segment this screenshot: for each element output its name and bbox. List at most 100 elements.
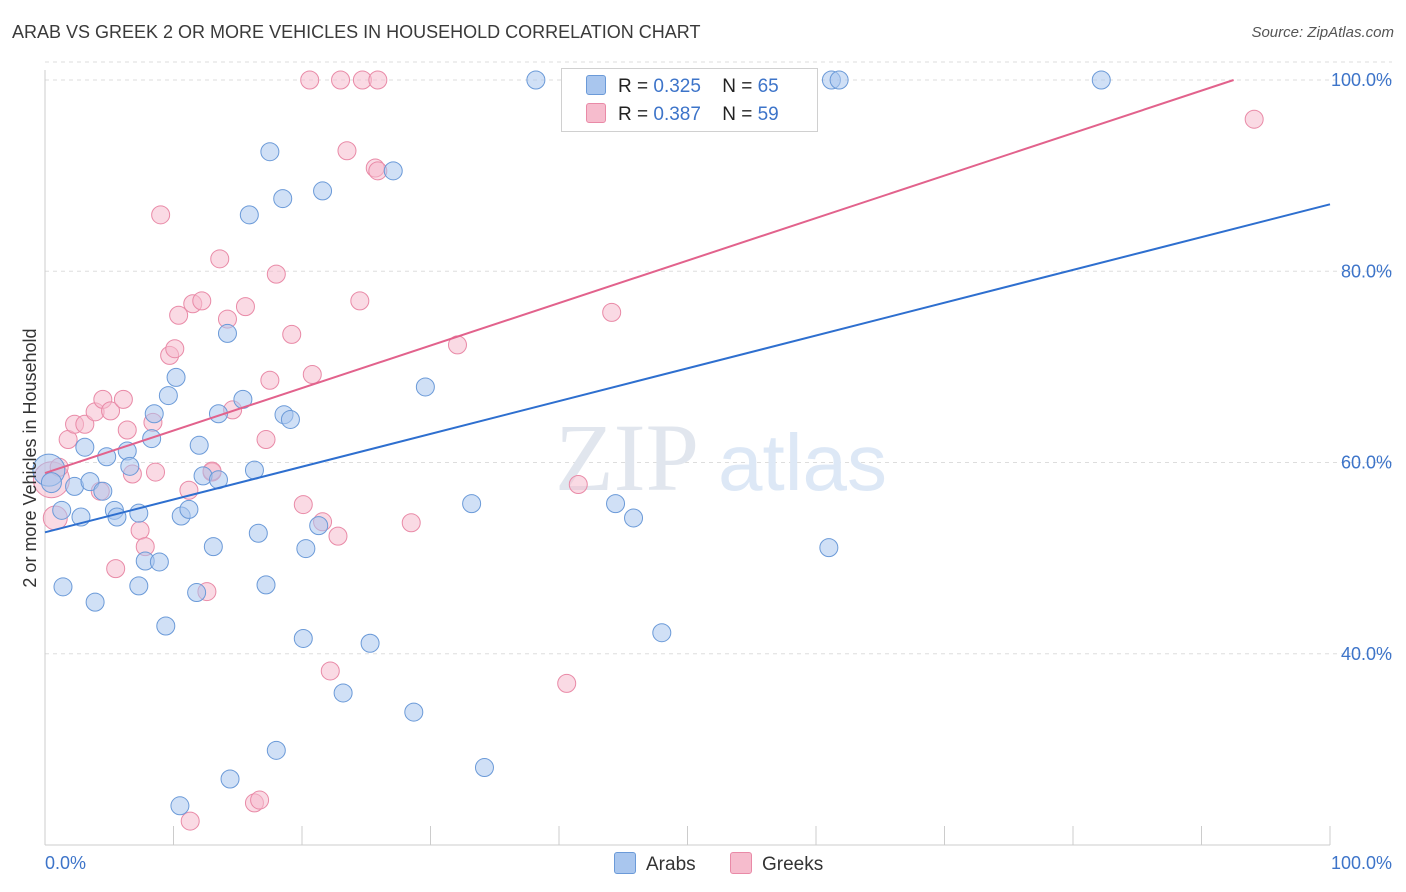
y-tick-label-100: 100.0%: [1331, 70, 1392, 90]
arabs-point-1: [40, 472, 62, 494]
chart-source: Source: ZipAtlas.com: [1251, 24, 1394, 41]
greeks-point-56: [180, 811, 200, 831]
arabs-n-label: N =: [722, 76, 753, 97]
greeks-point-33: [256, 430, 276, 450]
arabs-point-32: [217, 323, 237, 343]
arabs-point-3: [53, 577, 73, 597]
greeks-point-51: [300, 70, 320, 90]
y-tick-labels: 40.0% 60.0% 80.0% 100.0%: [1331, 70, 1392, 664]
arabs-trendline: [44, 203, 1331, 534]
arabs-point-45: [296, 539, 316, 559]
arabs-point-20: [149, 552, 169, 572]
greeks-point-12: [117, 420, 137, 440]
y-tick-label-80: 80.0%: [1341, 261, 1392, 281]
arabs-point-54: [474, 758, 494, 778]
arabs-point-57: [624, 508, 644, 528]
arabs-point-59: [819, 538, 839, 558]
watermark-zip: ZIP: [555, 404, 699, 511]
greeks-point-50: [602, 302, 622, 322]
watermark: ZIP atlas: [555, 404, 887, 511]
greeks-point-38: [302, 365, 322, 385]
greeks-point-10: [106, 559, 126, 579]
arabs-point-51: [404, 702, 424, 722]
greeks-point-14: [130, 520, 150, 540]
arabs-point-12: [107, 507, 127, 527]
arabs-point-29: [203, 537, 223, 557]
arabs-point-9: [93, 481, 113, 501]
arabs-point-58: [652, 623, 672, 643]
arabs-point-52: [415, 377, 435, 397]
x-tick-label-max: 100.0%: [1331, 853, 1392, 873]
arabs-point-43: [280, 409, 300, 429]
arabs-point-63: [170, 796, 190, 816]
greeks-point-43: [350, 291, 370, 311]
arabs-point-8: [85, 592, 105, 612]
arabs-point-61: [829, 70, 849, 90]
greeks-point-34: [260, 370, 280, 390]
arabs-point-10: [97, 447, 117, 467]
correlation-legend: R = 0.325 N = 65 R = 0.387 N = 59: [561, 68, 818, 132]
chart-title: ARAB VS GREEK 2 OR MORE VEHICLES IN HOUS…: [12, 22, 701, 42]
arabs-swatch: [586, 75, 606, 95]
greeks-point-49: [568, 474, 588, 494]
arabs-point-56: [606, 494, 626, 514]
watermark-atlas: atlas: [718, 418, 887, 507]
arabs-point-62: [1091, 70, 1111, 90]
greeks-point-30: [235, 297, 255, 317]
arabs-point-55: [526, 70, 546, 90]
arabs-point-19: [144, 404, 164, 424]
legend-arabs-swatch: [614, 852, 636, 874]
arabs-point-38: [256, 575, 276, 595]
series-legend: Arabs Greeks: [0, 852, 1406, 878]
greeks-point-20: [165, 339, 185, 359]
legend-row-arabs: R = 0.325 N = 65: [586, 75, 779, 98]
arabs-point-7: [80, 472, 100, 492]
greeks-point-41: [328, 526, 348, 546]
arabs-point-26: [187, 583, 207, 603]
arabs-point-23: [166, 367, 186, 387]
greeks-point-27: [210, 249, 230, 269]
arabs-point-35: [239, 205, 259, 225]
arabs-point-44: [293, 628, 313, 648]
greeks-point-9: [101, 401, 121, 421]
greeks-point-42: [337, 141, 357, 161]
arabs-point-50: [383, 161, 403, 181]
arabs-point-48: [333, 683, 353, 703]
legend-arabs-label: Arabs: [646, 854, 696, 875]
greeks-swatch: [586, 103, 606, 123]
arabs-point-39: [260, 142, 280, 162]
greeks-point-40: [320, 661, 340, 681]
legend-item-arabs: Arabs: [614, 852, 696, 876]
arabs-points: [32, 70, 1111, 816]
greeks-point-48: [557, 673, 577, 693]
arabs-point-25: [179, 499, 199, 519]
greeks-point-46: [401, 513, 421, 533]
arabs-point-40: [266, 740, 286, 760]
greeks-r-value: 0.387: [653, 104, 701, 125]
legend-greeks-swatch: [730, 852, 752, 874]
trendlines: [44, 79, 1331, 534]
arabs-n-value: 65: [757, 76, 779, 97]
greeks-point-58: [331, 70, 351, 90]
greeks-trendline: [44, 79, 1234, 474]
greeks-point-36: [282, 324, 302, 344]
greeks-n-label: N =: [722, 104, 753, 125]
legend-row-greeks: R = 0.387 N = 59: [586, 103, 779, 126]
greeks-point-35: [266, 264, 286, 284]
arabs-point-21: [156, 616, 176, 636]
y-tick-label-40: 40.0%: [1341, 644, 1392, 664]
greeks-point-32: [250, 790, 270, 810]
y-tick-label-60: 60.0%: [1341, 453, 1392, 473]
arabs-point-49: [360, 633, 380, 653]
arabs-point-22: [158, 386, 178, 406]
greeks-n-value: 59: [757, 104, 779, 125]
arabs-point-27: [189, 435, 209, 455]
gridlines: [45, 61, 1392, 655]
legend-item-greeks: Greeks: [730, 852, 823, 876]
arabs-point-2: [52, 500, 72, 520]
arabs-point-46: [309, 516, 329, 536]
arabs-point-16: [129, 576, 149, 596]
greeks-point-37: [293, 495, 313, 515]
greeks-point-11: [113, 389, 133, 409]
